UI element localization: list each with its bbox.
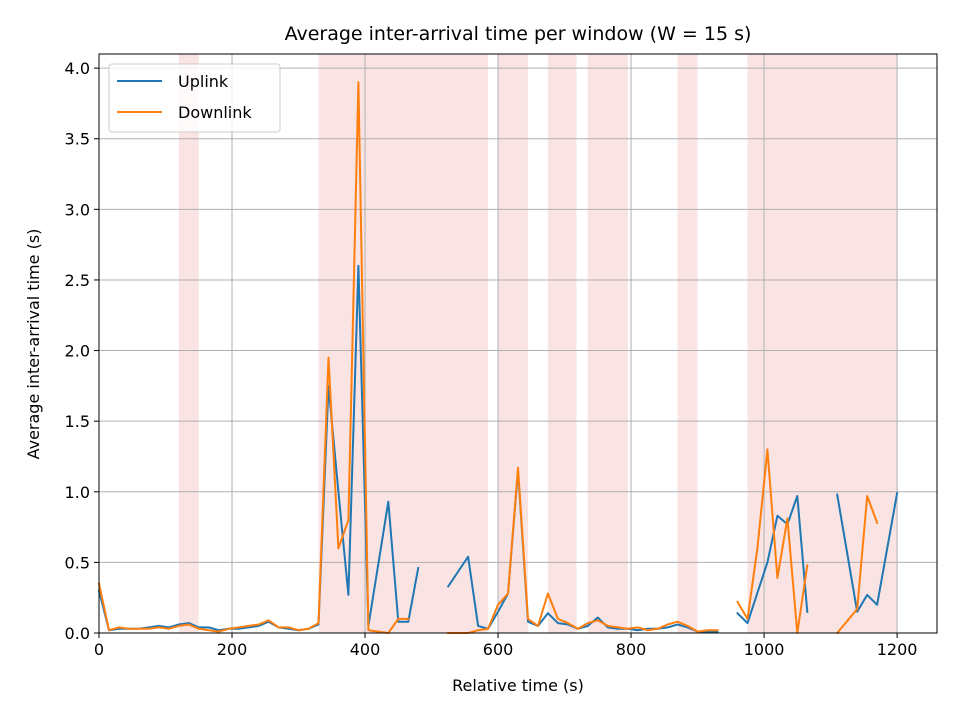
- y-axis-label: Average inter-arrival time (s): [24, 229, 43, 460]
- x-axis-ticks: 0 200 400 600 800 1000 1200: [94, 633, 918, 659]
- x-axis-label: Relative time (s): [452, 676, 584, 695]
- y-tick-label: 1.5: [65, 412, 90, 431]
- y-axis-ticks: 0.0 0.5 1.0 1.5 2.0 2.5 3.0 3.5 4.0: [65, 59, 99, 643]
- y-tick-label: 0.0: [65, 624, 90, 643]
- x-tick-label: 600: [483, 640, 514, 659]
- uplink-line-segment-1: [446, 469, 719, 633]
- shaded-regions: [178, 54, 898, 633]
- uplink-line-segment-0: [97, 264, 420, 632]
- downlink-line-segment-3: [835, 495, 879, 635]
- x-tick-label: 1200: [877, 640, 918, 659]
- y-tick-label: 3.0: [65, 200, 90, 219]
- x-tick-label: 800: [616, 640, 647, 659]
- legend-downlink-label: Downlink: [178, 103, 252, 122]
- chart-title: Average inter-arrival time per window (W…: [285, 23, 752, 45]
- y-tick-label: 0.5: [65, 553, 90, 572]
- y-tick-label: 3.5: [65, 130, 90, 149]
- x-tick-label: 200: [217, 640, 248, 659]
- shaded-region-3: [547, 54, 577, 633]
- shaded-region-5: [677, 54, 698, 633]
- y-tick-label: 2.0: [65, 342, 90, 361]
- x-tick-label: 0: [94, 640, 104, 659]
- legend-uplink-label: Uplink: [178, 72, 229, 91]
- y-tick-label: 4.0: [65, 59, 90, 78]
- series-lines: [97, 81, 899, 635]
- shaded-region-4: [587, 54, 628, 633]
- downlink-line-segment-0: [97, 81, 410, 634]
- uplink-line-segment-2: [736, 495, 809, 625]
- y-tick-label: 2.5: [65, 271, 90, 290]
- shaded-region-0: [178, 54, 199, 633]
- shaded-region-1: [318, 54, 489, 633]
- plot-frame: [98, 53, 938, 634]
- downlink-line-segment-2: [736, 448, 809, 634]
- y-tick-label: 1.0: [65, 483, 90, 502]
- downlink-line-segment-1: [447, 466, 719, 634]
- x-tick-label: 1000: [744, 640, 785, 659]
- x-tick-label: 400: [350, 640, 381, 659]
- legend: Uplink Downlink: [108, 63, 281, 133]
- uplink-line-segment-3: [836, 492, 899, 613]
